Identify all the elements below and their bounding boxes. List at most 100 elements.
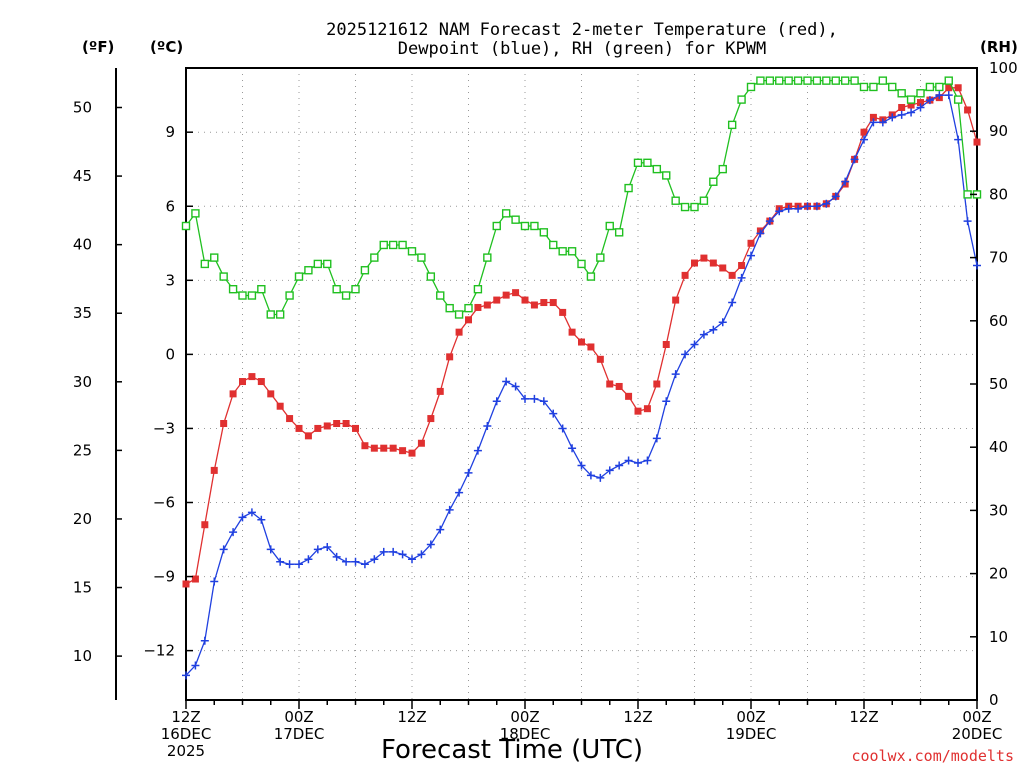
x-tick-label: 00Z (736, 708, 765, 726)
rh-tick-label: 50 (989, 375, 1008, 393)
temperature-point (276, 402, 284, 410)
temperature-point (907, 101, 915, 109)
dewpoint-point (596, 473, 605, 482)
temperature-point (954, 84, 962, 92)
celsius-tick-label: 0 (165, 345, 175, 363)
relative-humidity-point (294, 272, 304, 281)
dewpoint-point (182, 671, 190, 680)
temperature-point (286, 415, 294, 423)
relative-humidity-point (285, 291, 294, 300)
relative-humidity-point (567, 247, 577, 256)
relative-humidity-point (181, 221, 191, 231)
x-tick-label: 12Z (849, 708, 878, 726)
relative-humidity-point (398, 240, 407, 250)
dewpoint-point (200, 636, 209, 645)
temperature-point (681, 271, 689, 279)
temperature-point (719, 264, 727, 272)
relative-humidity-point (888, 82, 897, 92)
tick-layer: 101520253035404550−12−9−6−30369010203040… (73, 59, 1018, 760)
relative-humidity-point (304, 266, 313, 275)
dewpoint-point (464, 468, 473, 477)
relative-humidity-point (238, 291, 247, 300)
x-tick-label: 18DEC (500, 725, 551, 743)
relative-humidity-point (511, 215, 520, 224)
x-tick-label: 12Z (397, 708, 426, 726)
relative-humidity-point (831, 76, 840, 85)
temperature-point (474, 303, 482, 311)
dewpoint-point (747, 251, 755, 260)
relative-humidity-point (935, 82, 944, 92)
relative-humidity-point (407, 247, 417, 256)
dewpoint-point (313, 545, 322, 554)
temperature-point (333, 420, 341, 427)
relative-humidity-point (464, 303, 473, 313)
relative-humidity-point (643, 158, 652, 168)
temperature-point (436, 387, 444, 395)
dewpoint-point (907, 108, 916, 117)
relative-humidity-point (388, 240, 398, 250)
dewpoint-point (756, 229, 765, 238)
x-tick-label: 17DEC (274, 725, 325, 743)
dewpoint-point (511, 382, 520, 391)
temperature-point (973, 138, 981, 146)
relative-humidity-point (341, 291, 351, 300)
dewpoint-point (944, 91, 953, 100)
relative-humidity-point (539, 228, 549, 237)
dewpoint-point (850, 155, 859, 164)
temperature-point (417, 439, 425, 447)
dewpoint-point (897, 110, 906, 119)
dewpoint-point (436, 525, 445, 534)
dewpoint-point (878, 118, 887, 127)
rh-tick-label: 40 (989, 438, 1008, 456)
dewpoint-point (586, 471, 595, 480)
dewpoint-point (690, 340, 699, 349)
temperature-point (672, 296, 680, 304)
relative-humidity-point (219, 272, 228, 281)
dewpoint-point (521, 394, 529, 403)
temperature-point (352, 424, 359, 432)
temperature-point (559, 308, 567, 316)
celsius-tick-label: −3 (153, 419, 175, 437)
x-tick-label: 12Z (623, 708, 652, 726)
dewpoint-point (812, 202, 821, 211)
relative-humidity-point (379, 240, 388, 250)
relative-humidity-point (737, 95, 746, 104)
relative-humidity-point (756, 76, 765, 85)
dewpoint-point (483, 421, 492, 430)
relative-humidity-point (690, 202, 699, 212)
temperature-line (185, 87, 978, 585)
relative-humidity-point (897, 89, 906, 98)
dewpoint-point (954, 135, 963, 144)
dewpoint-point (925, 96, 934, 105)
credit-text: coolwx.com/modelts (851, 747, 1014, 765)
dewpoint-point (210, 577, 219, 586)
temperature-point (653, 380, 661, 388)
relative-humidity-point (953, 95, 963, 104)
dewpoint-point (709, 325, 718, 334)
dewpoint-point (285, 560, 294, 569)
dewpoint-point (568, 444, 577, 453)
dewpoint-point (549, 409, 558, 418)
relative-humidity-point (850, 76, 859, 85)
x-tick-label: 2025 (167, 742, 205, 760)
celsius-tick-label: −6 (153, 494, 175, 512)
dewpoint-point (219, 545, 228, 554)
fahrenheit-tick-label: 40 (73, 236, 92, 254)
dewpoint-point (426, 540, 435, 549)
relative-humidity-point (313, 259, 323, 269)
fahrenheit-tick-label: 30 (73, 373, 92, 391)
chart-title-line-1: 2025121612 NAM Forecast 2-meter Temperat… (326, 20, 838, 40)
relative-humidity-point (859, 82, 869, 92)
dewpoint-point (822, 199, 831, 208)
temperature-point (191, 575, 199, 583)
dewpoint-point (473, 446, 482, 455)
fahrenheit-tick-label: 45 (73, 167, 92, 185)
temperature-point (361, 442, 369, 450)
fahrenheit-tick-label: 10 (73, 647, 92, 665)
dewpoint-point (191, 661, 200, 670)
rh-tick-label: 70 (989, 249, 1008, 267)
celsius-tick-label: 6 (165, 197, 175, 215)
rh-tick-label: 60 (989, 312, 1008, 330)
temperature-point (869, 113, 877, 121)
